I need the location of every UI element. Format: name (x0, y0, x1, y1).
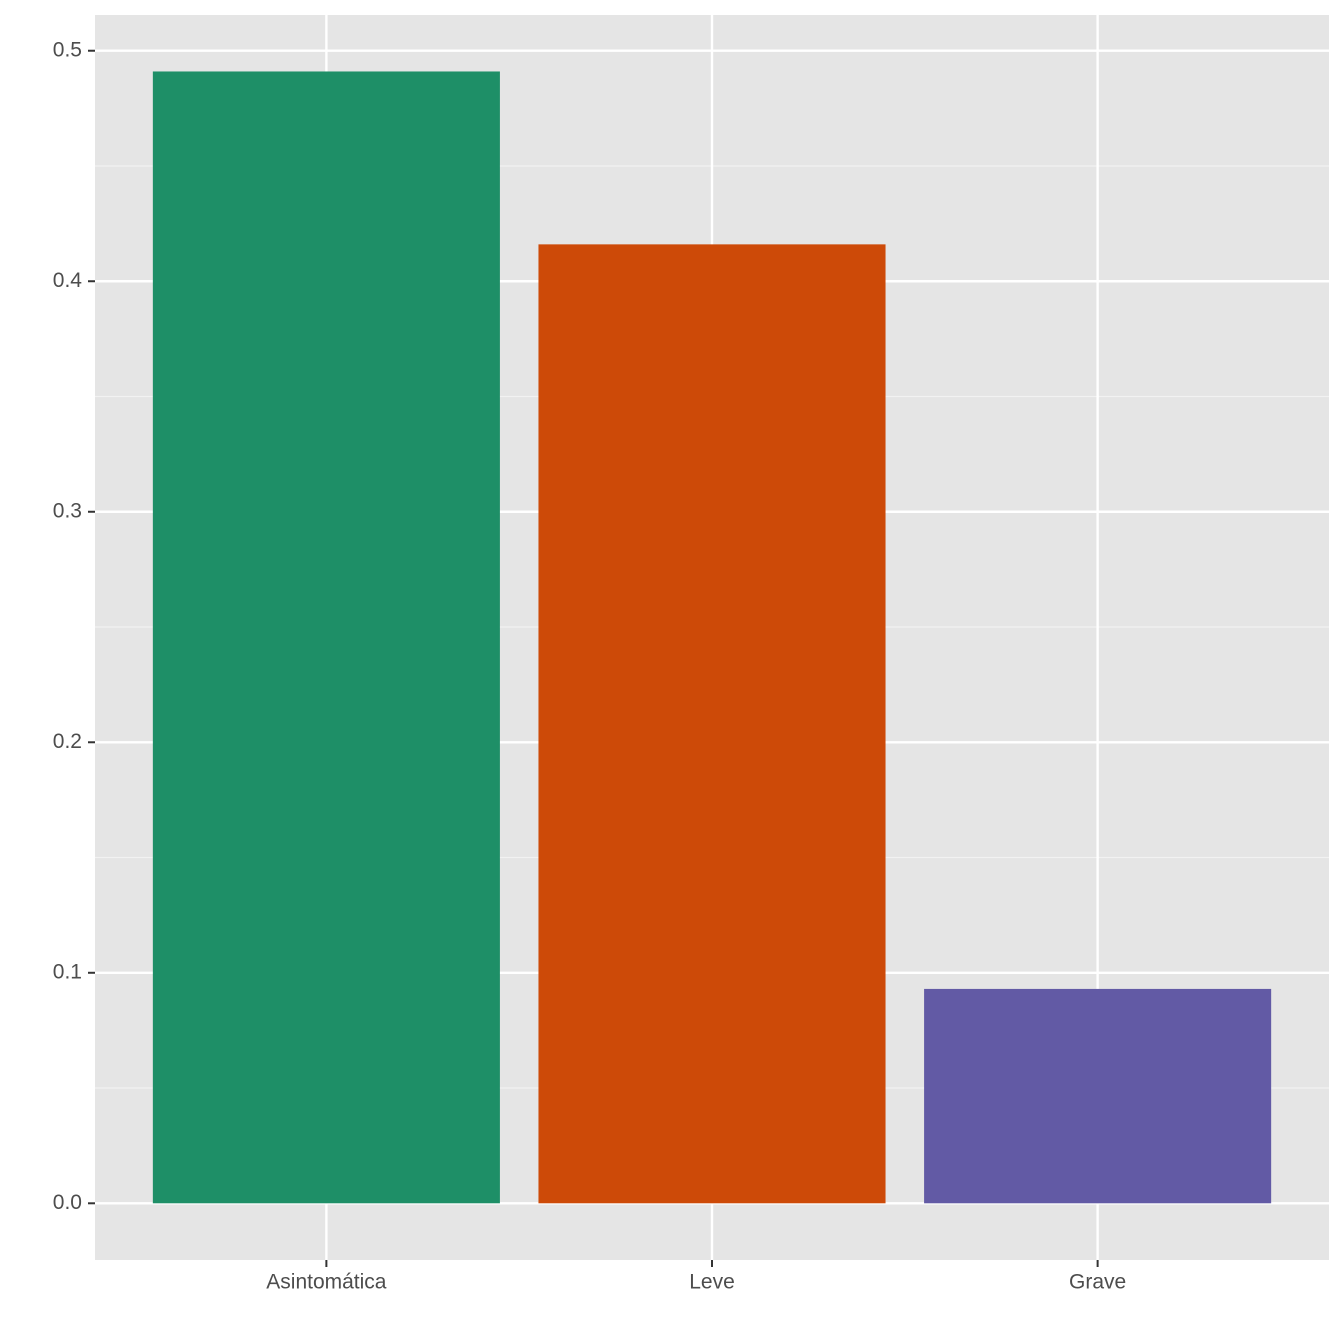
y-tick-label: 0.5 (53, 38, 82, 61)
bar (924, 988, 1272, 1204)
y-tick-label: 0.4 (53, 269, 83, 292)
y-tick-label: 0.3 (53, 499, 82, 522)
y-tick-label: 0.1 (53, 960, 82, 983)
bar (538, 244, 886, 1204)
bar (152, 71, 500, 1204)
y-tick-label: 0.0 (53, 1191, 82, 1214)
y-tick-label: 0.2 (53, 730, 82, 753)
x-tick-label: Grave (1069, 1271, 1126, 1294)
x-tick-label: Asintomática (266, 1271, 387, 1294)
x-tick-label: Leve (689, 1271, 735, 1294)
